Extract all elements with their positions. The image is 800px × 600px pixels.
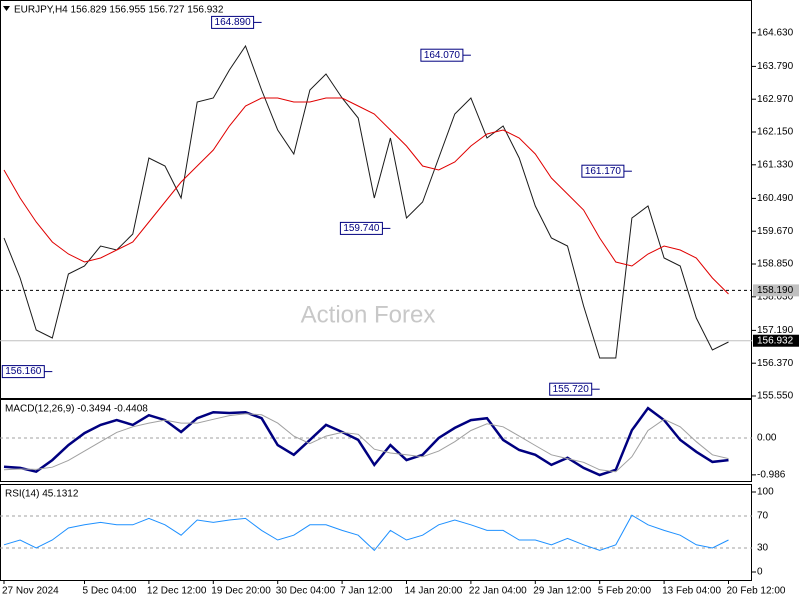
y-tick-label: 159.670 xyxy=(757,226,794,237)
y-tick-label: -0.986 xyxy=(757,470,786,481)
series-line xyxy=(3,406,729,477)
series-line xyxy=(3,97,729,295)
indicator-title: MACD(12,26,9) -0.3494 -0.4408 xyxy=(5,404,148,415)
x-tick-label: 19 Dec 20:00 xyxy=(211,586,271,597)
annotation-label: 161.170 xyxy=(585,166,622,177)
symbol-menu-icon xyxy=(3,6,10,11)
x-tick-label: 30 Dec 04:00 xyxy=(276,586,336,597)
annotation-label: 164.070 xyxy=(424,50,461,61)
x-tick-label: 27 Nov 2024 xyxy=(2,586,59,597)
annotation-label: 156.160 xyxy=(5,366,42,377)
x-tick-label: 20 Feb 12:00 xyxy=(727,586,786,597)
annotation-label: 159.740 xyxy=(343,223,380,234)
level-label: 0.00 xyxy=(757,433,777,444)
level-label: 30 xyxy=(757,543,769,554)
annotation-box xyxy=(549,382,593,396)
chart-title: EURJPY,H4 156.829 156.955 156.727 156.93… xyxy=(14,5,224,16)
y-tick-label: 0 xyxy=(757,567,763,578)
panel-frame xyxy=(0,0,752,399)
x-tick-label: 14 Jan 20:00 xyxy=(405,586,463,597)
x-tick-label: 7 Jan 12:00 xyxy=(340,586,393,597)
price-label-box xyxy=(753,334,799,347)
annotation-label: 155.720 xyxy=(553,384,590,395)
series-line xyxy=(3,413,729,473)
y-tick-label: 164.630 xyxy=(757,27,794,38)
y-tick-label: 161.330 xyxy=(757,159,794,170)
x-tick-label: 5 Feb 20:00 xyxy=(598,586,652,597)
y-tick-label: 162.150 xyxy=(757,127,794,138)
price-label: 158.190 xyxy=(757,285,794,296)
annotation-box xyxy=(581,164,625,178)
y-tick-label: 158.030 xyxy=(757,291,794,302)
y-tick-label: 100 xyxy=(757,487,774,498)
y-tick-label: 160.490 xyxy=(757,193,794,204)
x-tick-label: 29 Jan 12:00 xyxy=(533,586,591,597)
x-tick-label: 12 Dec 12:00 xyxy=(147,586,207,597)
y-tick-label: 158.850 xyxy=(757,259,794,270)
watermark: Action Forex xyxy=(301,301,436,328)
level-label: 70 xyxy=(757,511,769,522)
x-tick-label: 13 Feb 04:00 xyxy=(662,586,721,597)
y-tick-label: 163.790 xyxy=(757,61,794,72)
y-tick-label: 162.970 xyxy=(757,94,794,105)
panel-frame xyxy=(0,484,752,581)
y-tick-label: 155.550 xyxy=(757,391,794,402)
annotation-label: 164.890 xyxy=(215,17,252,28)
annotation-box xyxy=(211,15,255,29)
price-label-box xyxy=(753,284,799,297)
series-line xyxy=(3,514,729,552)
panel-frame xyxy=(0,399,752,482)
price-label: 156.932 xyxy=(757,335,794,346)
annotation-box xyxy=(420,48,464,62)
annotation-box xyxy=(1,365,45,379)
series-line xyxy=(3,44,729,359)
x-tick-label: 22 Jan 04:00 xyxy=(469,586,527,597)
y-tick-label: 157.190 xyxy=(757,325,794,336)
indicator-title: RSI(14) 45.1312 xyxy=(5,489,79,500)
x-tick-label: 5 Dec 04:00 xyxy=(83,586,137,597)
annotation-box xyxy=(339,221,383,235)
y-tick-label: 156.370 xyxy=(757,358,794,369)
